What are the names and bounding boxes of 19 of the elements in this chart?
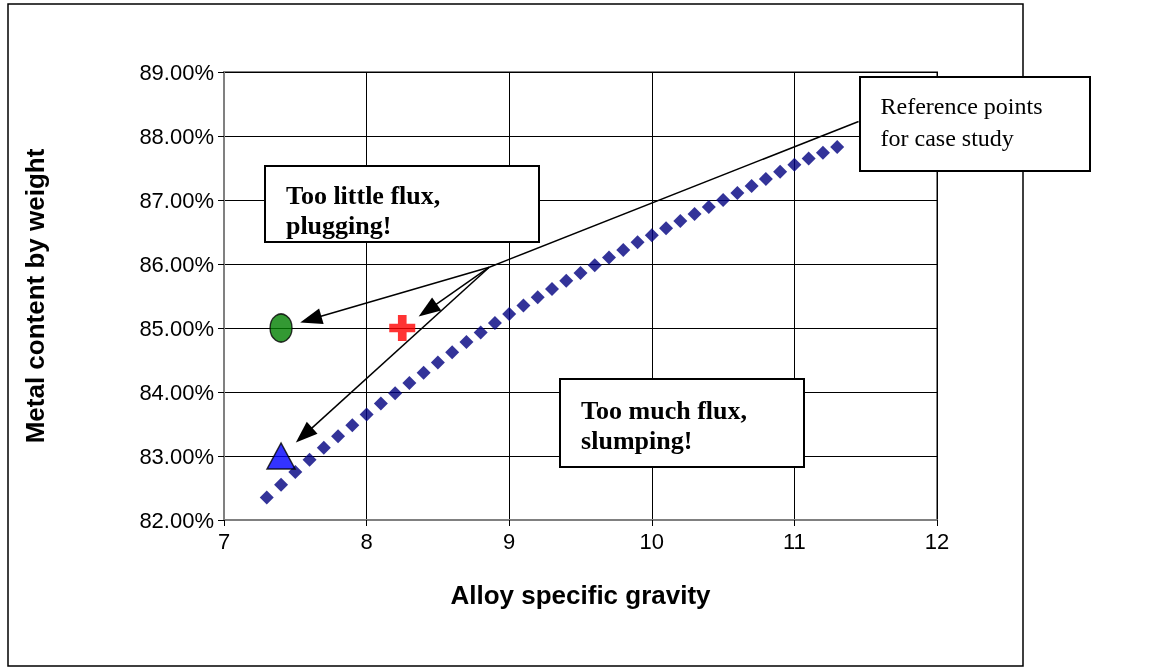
x-tick-label: 12 [924,528,950,554]
x-tick-label: 7 [217,528,231,554]
note-box: Too little flux, plugging! [263,164,540,243]
y-tick-label: 87.00% [139,187,214,213]
y-axis-title: Metal content by weight [20,148,50,444]
y-tick-label: 89.00% [139,59,214,85]
y-tick-label: 84.00% [139,379,214,405]
y-tick-label: 85.00% [139,315,214,341]
y-tick-label: 86.00% [139,251,214,277]
y-tick-label: 82.00% [139,507,214,533]
y-tick-label: 83.00% [139,443,214,469]
note-box: Reference points for case study [858,76,1091,173]
x-tick-label: 10 [639,528,665,554]
x-tick-label: 11 [782,528,806,554]
note-box: Too much flux, slumping! [559,377,806,468]
x-axis-title: Alloy specific gravity [450,580,712,610]
x-tick-label: 8 [360,528,373,554]
y-tick-label: 88.00% [139,123,214,149]
x-tick-label: 9 [503,528,516,554]
